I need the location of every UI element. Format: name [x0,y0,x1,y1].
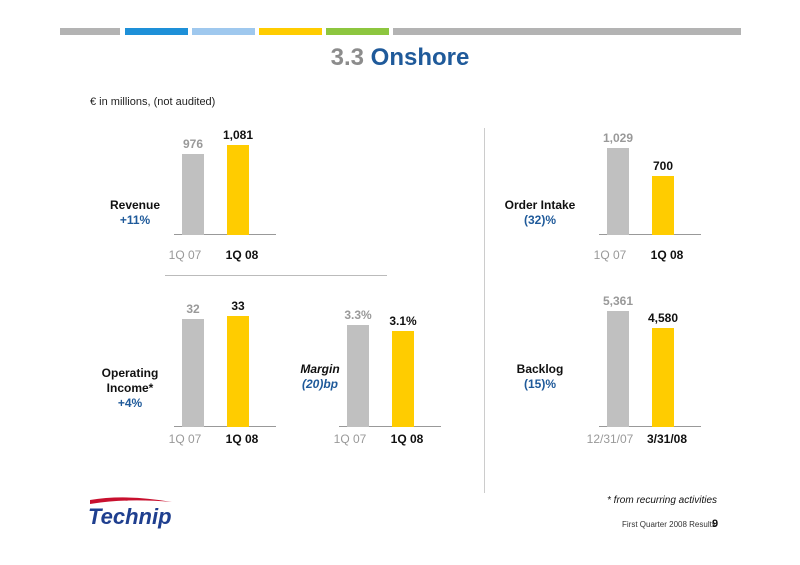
order-intake-change: (32)% [523,213,556,227]
margin-change: (20)bp [302,377,338,391]
revenue-bar-prior [182,154,204,235]
order_intake-axis [599,234,701,235]
order_intake-value-label-current: 700 [652,159,674,173]
margin-label: Margin [300,362,340,376]
header-stripe-3 [192,28,255,35]
margin-axis [339,426,441,427]
backlog-bar-current [652,328,674,427]
backlog-category-label-prior: 12/31/07 [586,432,634,446]
operating_income-category-label-prior: 1Q 07 [168,432,202,446]
order_intake-category-label-current: 1Q 08 [650,248,684,262]
order-intake-metric: Order Intake (32)% [495,198,585,228]
order_intake-category-label-prior: 1Q 07 [593,248,627,262]
revenue-value-label-current: 1,081 [222,128,254,142]
margin-value-label-current: 3.1% [389,314,417,328]
revenue-label: Revenue [109,198,161,212]
backlog-value-label-current: 4,580 [647,311,679,325]
header-stripe-6 [393,28,741,35]
operating-income-label-line1: Operating [101,366,159,380]
technip-logo: Technip [86,496,176,537]
svg-text:Technip: Technip [88,504,172,529]
operating_income-value-label-prior: 32 [186,302,200,316]
operating_income-value-label-current: 33 [231,299,245,313]
margin-bar-prior [347,325,369,427]
operating_income-bar-current [227,316,249,427]
order_intake-bar-current [652,176,674,235]
order_intake-value-label-prior: 1,029 [602,131,634,145]
operating-income-chart: 32 1Q 07 33 1Q 08 [160,295,290,446]
page-title: 3.3 Onshore [0,44,800,72]
footnote: * from recurring activities [607,495,718,506]
operating-income-label-line2: Income* [106,381,154,395]
margin-value-label-prior: 3.3% [344,308,372,322]
margin-chart: 3.3% 1Q 07 3.1% 1Q 08 [325,308,455,446]
backlog-bar-prior [607,311,629,427]
title-word: Onshore [370,44,470,71]
backlog-axis [599,426,701,427]
header-stripe-5 [326,28,389,35]
footer-text: First Quarter 2008 Results [622,520,716,529]
operating_income-axis [174,426,276,427]
margin-category-label-prior: 1Q 07 [333,432,367,446]
revenue-category-label-current: 1Q 08 [225,248,259,262]
units-note: € in millions, (not audited) [90,96,216,108]
backlog-category-label-current: 3/31/08 [646,432,688,446]
revenue-metric: Revenue +11% [95,198,175,228]
order-intake-label: Order Intake [504,198,576,212]
revenue-bar-current [227,145,249,235]
backlog-metric: Backlog (15)% [500,362,580,392]
revenue-chart: 976 1Q 07 1,081 1Q 08 [160,128,290,262]
title-number: 3.3 [330,44,364,71]
operating_income-category-label-current: 1Q 08 [225,432,259,446]
operating-income-metric: Operating Income* +4% [85,366,175,411]
revenue-change: +11% [119,213,151,227]
header-stripe-2 [125,28,188,35]
section-divider-horizontal [165,275,387,276]
order-intake-chart: 1,029 1Q 07 700 1Q 08 [585,130,715,262]
backlog-change: (15)% [523,377,556,391]
margin-metric: Margin (20)bp [290,362,350,392]
page-number: 9 [712,518,719,530]
header-stripe-1 [60,28,120,35]
order_intake-bar-prior [607,148,629,235]
revenue-value-label-prior: 976 [182,137,204,151]
backlog-label: Backlog [516,362,564,376]
margin-bar-current [392,331,414,427]
operating_income-bar-prior [182,319,204,427]
margin-category-label-current: 1Q 08 [390,432,424,446]
backlog-value-label-prior: 5,361 [602,294,634,308]
backlog-chart: 5,361 12/31/07 4,580 3/31/08 [585,290,715,446]
operating-income-change: +4% [117,396,143,410]
header-stripe-4 [259,28,322,35]
revenue-category-label-prior: 1Q 07 [168,248,202,262]
section-divider-vertical [484,128,485,493]
revenue-axis [174,234,276,235]
